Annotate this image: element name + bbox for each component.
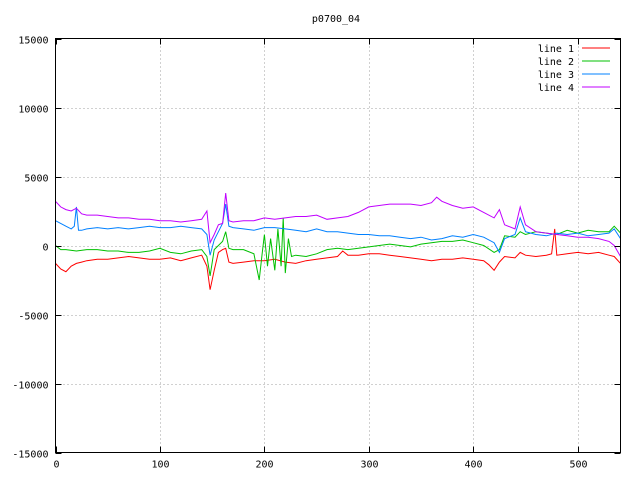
series-lines: [55, 193, 621, 290]
plot-frame: [55, 38, 621, 453]
chart-title: p0700_04: [312, 14, 360, 25]
y-tick-label: -5000: [18, 312, 48, 323]
axes: 0 100 200 300 400 500 -15000 -10000 -5000 0 5000 10…: [12, 36, 621, 471]
series-line-line-4: [55, 193, 621, 257]
x-tick-label: 300: [360, 460, 378, 471]
x-tick-label: 100: [151, 460, 169, 471]
x-tick-label: 400: [464, 460, 482, 471]
x-tick-label: 500: [569, 460, 587, 471]
y-tick-label: 10000: [18, 105, 48, 116]
series-line-line-1: [55, 228, 621, 290]
series-line-line-2: [55, 217, 621, 281]
y-tick-label: 0: [42, 243, 48, 254]
series-line-line-3: [55, 204, 621, 256]
legend-label: line 2: [538, 57, 574, 68]
grid: [55, 38, 621, 453]
y-tick-label: -10000: [12, 381, 48, 392]
y-tick-label: -15000: [12, 450, 48, 461]
x-tick-label: 200: [255, 460, 273, 471]
x-tick-label: 0: [53, 460, 59, 471]
y-tick-label: 15000: [18, 36, 48, 47]
y-tick-label: 5000: [24, 174, 48, 185]
legend-label: line 3: [538, 70, 574, 81]
legend-label: line 1: [538, 44, 574, 55]
legend: line 1 line 2 line 3 line 4: [538, 44, 610, 94]
legend-label: line 4: [538, 83, 574, 94]
